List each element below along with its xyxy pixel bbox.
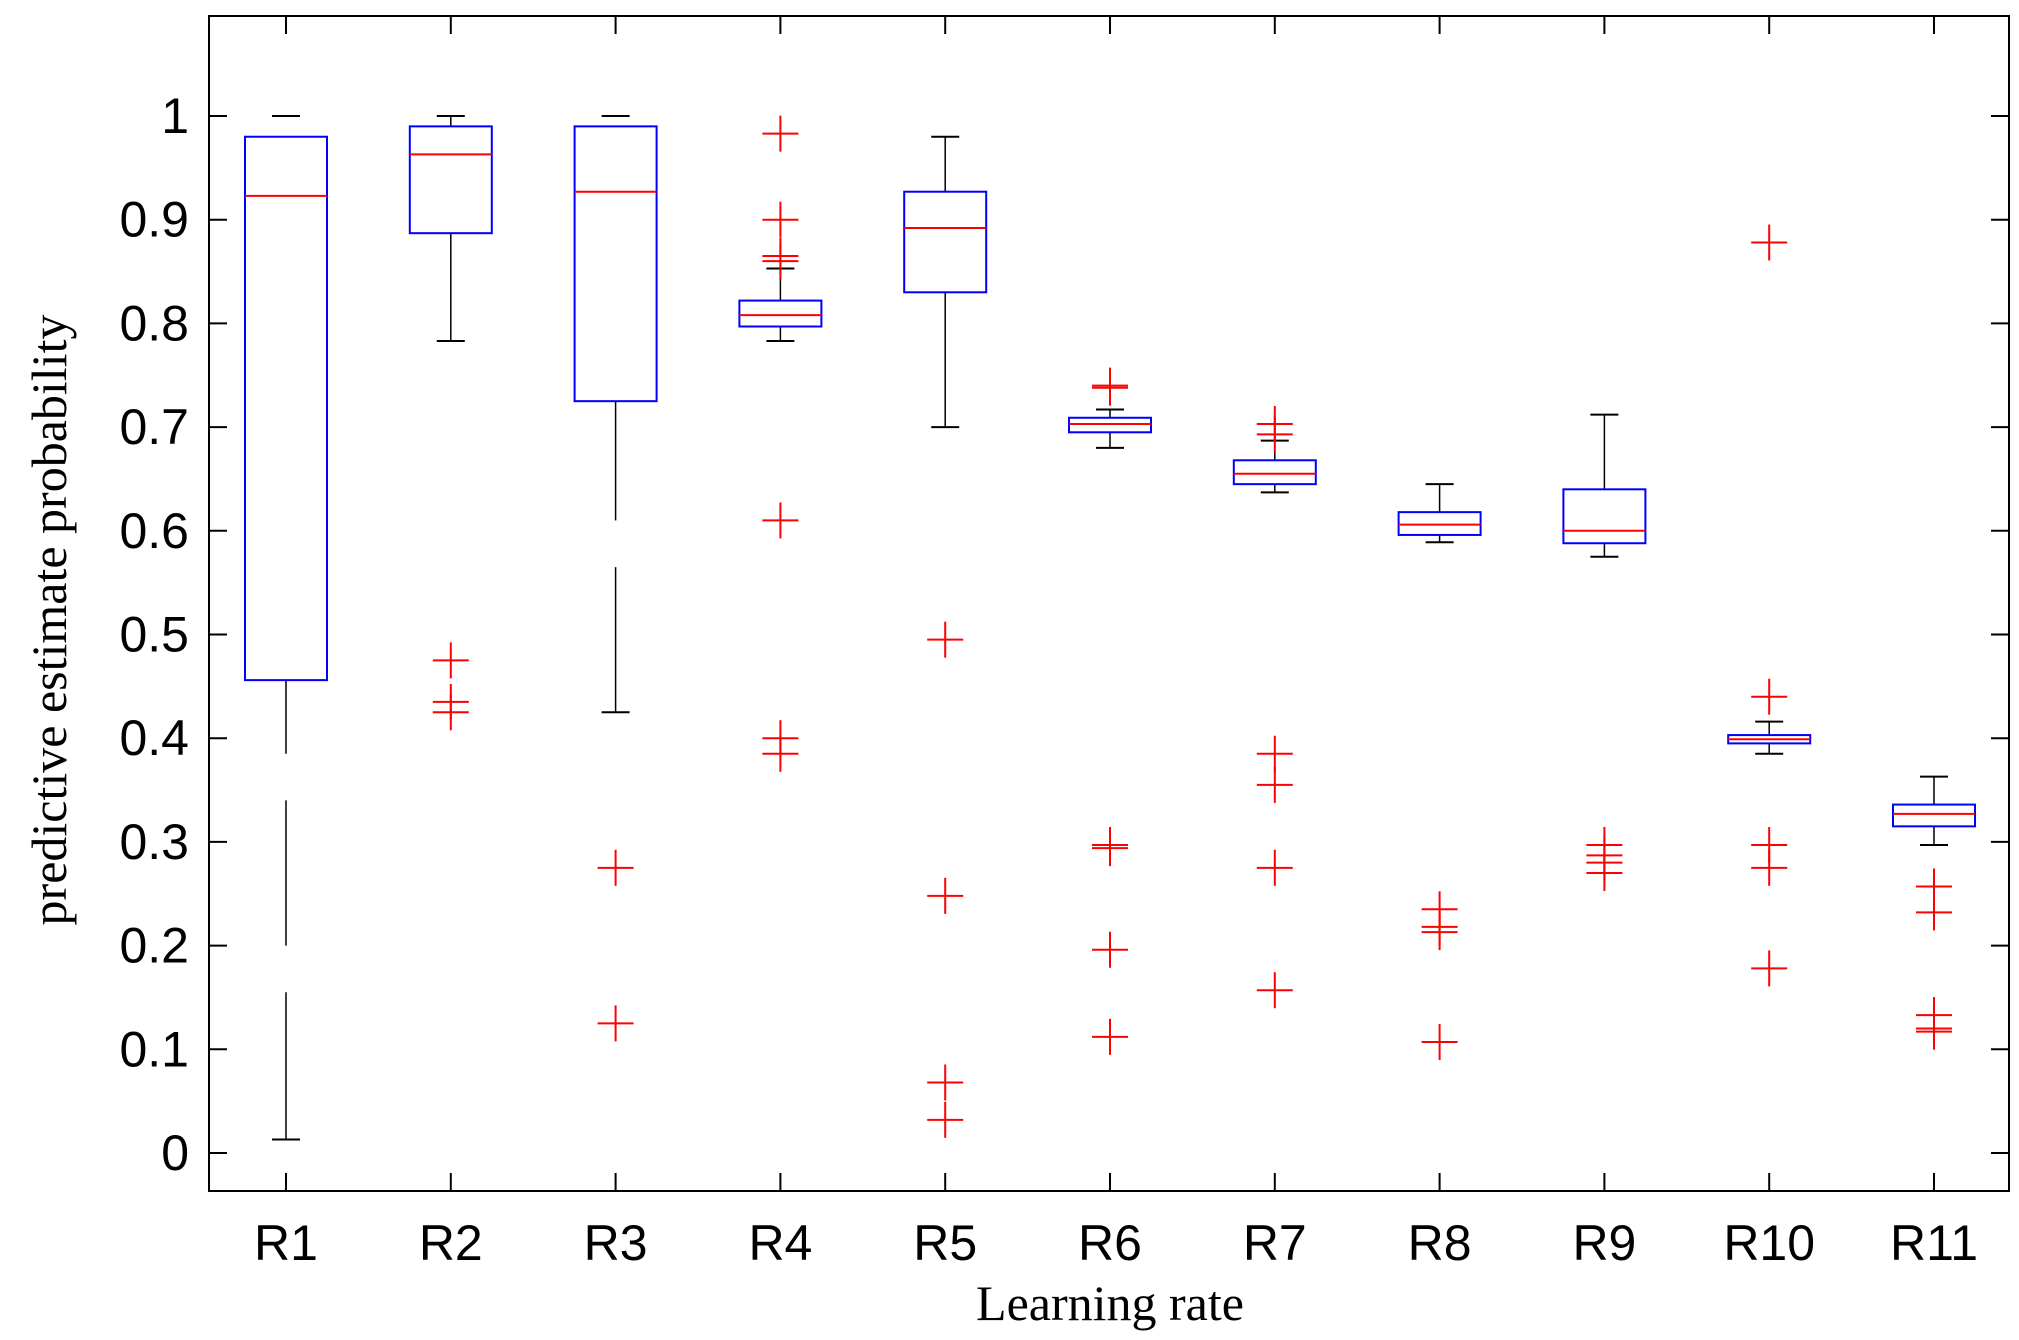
- outlier-marker: [1256, 735, 1293, 772]
- outlier-marker: [927, 621, 964, 658]
- y-axis-label: predictive estimate probability: [21, 315, 77, 926]
- outlier-marker: [1751, 950, 1788, 987]
- outlier-marker: [1092, 830, 1128, 867]
- outlier-marker: [762, 243, 799, 280]
- x-tick-label: R11: [1890, 1215, 1978, 1271]
- outlier-marker: [1092, 369, 1128, 406]
- outlier-marker: [1421, 914, 1458, 951]
- x-tick-label: R4: [748, 1215, 812, 1271]
- box-r4: [738, 115, 823, 772]
- plot-frame: [208, 15, 2010, 1192]
- iqr-box: [1068, 416, 1152, 434]
- iqr-box: [1562, 488, 1647, 545]
- y-tick-label: 0.4: [119, 710, 189, 766]
- x-tick-label: R2: [419, 1215, 483, 1271]
- y-axis: 0 0.1 0.2 0.3 0.4 0.5 0.6 0.7 0.8 0.9 1: [119, 88, 2009, 1181]
- outlier-marker: [927, 1101, 964, 1138]
- box-r8: [1397, 483, 1482, 1061]
- outlier-marker: [597, 1005, 634, 1042]
- iqr-box: [408, 125, 493, 235]
- iqr-box: [1892, 803, 1976, 828]
- x-axis-label: Learning rate: [976, 1275, 1244, 1331]
- iqr-box: [244, 135, 328, 682]
- outlier-marker: [1751, 678, 1788, 715]
- y-tick-label: 0: [161, 1125, 189, 1181]
- outlier-marker: [1092, 1018, 1128, 1055]
- iqr-box: [1232, 459, 1317, 486]
- y-tick-label: 0.2: [119, 918, 189, 974]
- x-axis: R1 R2 R3 R4 R5 R6 R7 R8 R9 R10 R11: [254, 16, 1978, 1271]
- iqr-box: [903, 190, 988, 294]
- outlier-marker: [1256, 849, 1293, 886]
- iqr-box: [738, 299, 823, 328]
- outlier-marker: [762, 115, 799, 152]
- outlier-marker: [1421, 1024, 1458, 1061]
- x-tick-label: R8: [1408, 1215, 1472, 1271]
- x-tick-label: R10: [1723, 1215, 1815, 1271]
- iqr-box: [573, 125, 658, 403]
- x-tick-label: R7: [1243, 1215, 1307, 1271]
- outlier-marker: [762, 201, 799, 238]
- outlier-marker: [927, 1064, 964, 1101]
- outlier-marker: [762, 502, 799, 539]
- y-tick-label: 0.9: [119, 192, 189, 248]
- box-r6: [1068, 367, 1152, 1055]
- box-r9: [1562, 413, 1647, 892]
- outlier-marker: [762, 735, 799, 772]
- outlier-marker: [432, 642, 469, 679]
- box-r2: [408, 115, 493, 731]
- outlier-marker: [1916, 894, 1952, 931]
- outlier-marker: [1586, 855, 1623, 892]
- box-r1: [244, 115, 328, 1141]
- outlier-marker: [432, 694, 469, 731]
- outlier-marker: [1751, 224, 1788, 261]
- outlier-marker: [1092, 931, 1128, 968]
- box-r10: [1727, 224, 1812, 987]
- outlier-marker: [1751, 849, 1788, 886]
- y-tick-label: 0.1: [119, 1021, 189, 1077]
- outlier-marker: [1256, 972, 1293, 1009]
- x-tick-label: R5: [913, 1215, 977, 1271]
- box-r5: [903, 135, 988, 1138]
- outlier-marker: [1916, 1013, 1952, 1050]
- x-tick-label: R9: [1572, 1215, 1636, 1271]
- x-tick-label: R6: [1078, 1215, 1142, 1271]
- y-tick-label: 0.8: [119, 295, 189, 351]
- x-tick-label: R3: [584, 1215, 648, 1271]
- box-series: [244, 115, 1976, 1141]
- y-tick-label: 0.3: [119, 814, 189, 870]
- y-tick-label: 0.7: [119, 399, 189, 455]
- y-tick-label: 1: [161, 88, 189, 144]
- box-r3: [573, 115, 658, 1042]
- x-tick-label: R1: [254, 1215, 318, 1271]
- outlier-marker: [1256, 766, 1293, 803]
- y-tick-label: 0.5: [119, 607, 189, 663]
- iqr-box: [1397, 511, 1482, 536]
- box-r7: [1232, 405, 1317, 1009]
- outlier-marker: [597, 849, 634, 886]
- y-tick-label: 0.6: [119, 503, 189, 559]
- outlier-marker: [927, 877, 964, 914]
- box-r11: [1892, 775, 1976, 1050]
- outlier-marker: [1256, 416, 1293, 453]
